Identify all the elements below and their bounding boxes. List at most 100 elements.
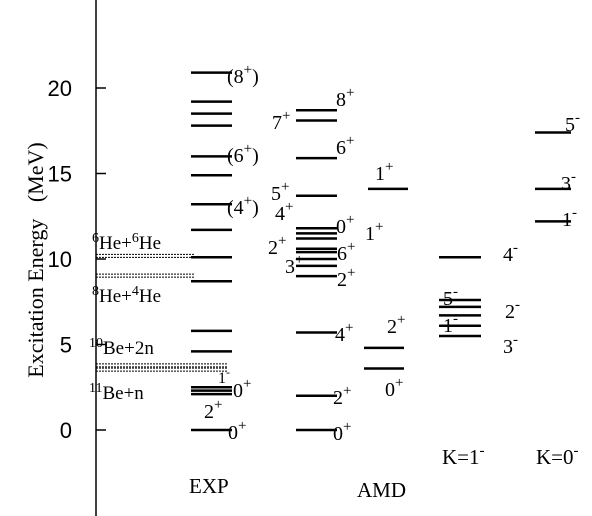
spin-parity-label: 5+ [271,179,289,205]
spin-parity-sign: - [515,297,520,313]
spin-parity-sign: - [575,110,580,126]
spin-parity-label: 1- [562,205,577,231]
column-label: EXP [189,474,229,498]
threshold-tick-sup: - [226,365,230,379]
threshold-label-sup: 8 [92,284,99,299]
spin-parity-value: 1 [375,163,385,185]
spin-parity-label: 1+ [365,219,383,245]
spin-parity-label: 6+ [337,239,355,265]
y-axis-unit: (MeV) [23,142,48,218]
spin-parity-sign: + [343,419,351,435]
threshold-label-text: He [139,233,161,254]
spin-parity-sign: - [513,240,518,256]
spin-parity-value: 5 [565,114,575,136]
column-label-text: AMD [357,478,406,502]
spin-parity-label: 2+ [387,312,405,338]
spin-parity-label: (4+) [227,193,259,219]
spin-parity-sign: + [346,133,354,149]
spin-parity-label: 0+ [228,418,246,444]
spin-parity-label: 7+ [272,108,290,134]
spin-parity-sign: + [285,199,293,215]
spin-parity-value: 6 [336,137,346,159]
spin-parity-value: (6 [227,145,244,167]
spin-parity-value: 0 [333,423,343,445]
spin-parity-sign: - [572,205,577,221]
spin-parity-sign: - [513,332,518,348]
threshold-label-text: Be+2n [103,338,154,359]
spin-parity-value: 4 [503,244,513,266]
threshold-label: 11Be+n [89,381,144,404]
spin-parity-sign: + [347,265,355,281]
spin-parity-label: 2+ [204,397,222,423]
spin-parity-label: 3- [561,169,576,195]
spin-parity-sign: + [347,239,355,255]
threshold-label-text: He [139,286,161,307]
column-label-text: K=0 [536,445,574,469]
spin-parity-label: 0+ [385,375,403,401]
threshold-label-sup: 4 [132,284,139,299]
spin-parity-close: ) [252,145,259,167]
spin-parity-label: 6+ [336,133,354,159]
y-tick-label: 0 [60,418,72,443]
y-axis-label: Excitation Energy (MeV) [23,142,48,377]
spin-parity-value: 2 [333,387,343,409]
spin-parity-value: 1 [365,223,375,245]
spin-parity-label: 0+ [336,212,354,238]
spin-parity-label: 2+ [333,383,351,409]
spin-parity-label: 4- [503,240,518,266]
y-tick-label: 10 [48,247,72,272]
column-label-text: EXP [189,474,229,498]
spin-parity-label: 4+ [275,199,293,225]
spin-parity-sign: + [375,219,383,235]
axis-layer: 0 5 10 15 20 Excitation Energy (MeV) [23,0,106,516]
spin-parity-value: 6 [337,243,347,265]
spin-parity-sign: + [281,179,289,195]
threshold-label-sup: 11 [89,381,102,396]
spin-parity-value: 0 [228,422,238,444]
spin-parity-value: (8 [227,66,244,88]
spin-parity-value: 2 [387,316,397,338]
threshold-label: 10Be+2n [89,336,154,359]
spin-parity-label: 1- [443,311,458,337]
spin-parity-sign: - [453,284,458,300]
spin-parity-label: (8+) [227,62,259,88]
spin-parity-sign: - [453,311,458,327]
y-tick-label: 20 [48,76,72,101]
spin-parity-close: ) [252,66,259,88]
spin-parity-value: 2 [337,269,347,291]
spin-parity-label: 5- [443,284,458,310]
spin-parity-value: 0 [233,380,243,402]
y-tick-label: 15 [48,162,72,187]
spin-parity-label: 8+ [336,85,354,111]
spin-parity-label: 3+ [285,252,303,278]
threshold-tick-text: 1 [218,370,226,387]
spin-parity-sign: + [238,418,246,434]
spin-parity-label: 5- [565,110,580,136]
spin-parity-value: 2 [268,237,278,259]
spin-parity-sign: + [346,85,354,101]
spin-parity-label: 2- [505,297,520,323]
spin-parity-sign: + [282,108,290,124]
spin-parity-sign: + [278,233,286,249]
spin-parity-label: 2+ [268,233,286,259]
spin-parity-value: 5 [271,183,281,205]
spin-parity-value: 3 [285,256,295,278]
column-label: AMD [357,478,406,502]
spin-parity-value: (4 [227,197,244,219]
spin-parity-value: 3 [503,336,513,358]
spin-parity-sign: + [395,375,403,391]
column-label-sup: - [480,443,485,459]
column-label: K=1- [442,443,485,469]
column-label-sup: - [574,443,579,459]
spin-parity-sign: + [244,62,252,78]
threshold-label: 6He+6He [92,231,161,254]
spin-parity-sign: + [214,397,222,413]
spin-parity-sign: + [345,320,353,336]
spin-parity-value: 0 [385,379,395,401]
threshold-label-text: Be+n [102,383,144,404]
y-tick-label: 5 [60,333,72,358]
column-label-text: K=1 [442,445,480,469]
spin-parity-sign: + [244,193,252,209]
